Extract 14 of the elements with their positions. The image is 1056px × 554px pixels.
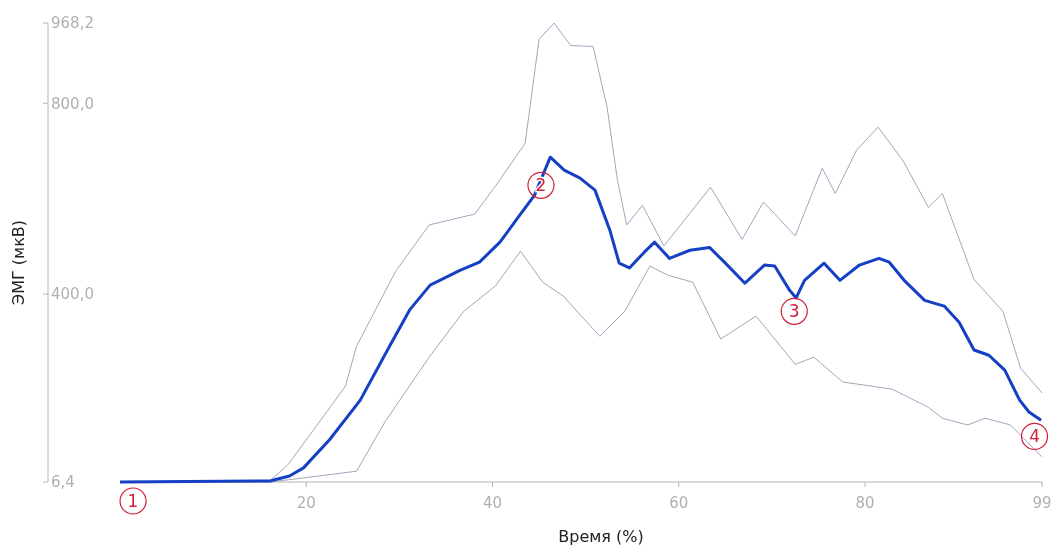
y-tick-label: 400,0 bbox=[51, 285, 94, 304]
y-tick-label: 800,0 bbox=[51, 94, 94, 113]
x-axis-title: Время (%) bbox=[558, 527, 644, 546]
y-tick-label: 6,4 bbox=[51, 473, 75, 492]
y-axis-title: ЭМГ (мкВ) bbox=[9, 219, 28, 306]
annotation: 4 bbox=[1029, 426, 1040, 447]
y-tick-label: 968,2 bbox=[51, 14, 94, 33]
x-tick-label: 60 bbox=[669, 494, 689, 512]
x-tick-label: 40 bbox=[482, 494, 503, 512]
x-tick-label: 80 bbox=[855, 494, 875, 512]
x-tick-label: 20 bbox=[296, 494, 316, 512]
annotation: 3 bbox=[788, 301, 800, 322]
annotation: 1 bbox=[127, 491, 139, 512]
x-tick-label: 99 bbox=[1032, 494, 1052, 512]
